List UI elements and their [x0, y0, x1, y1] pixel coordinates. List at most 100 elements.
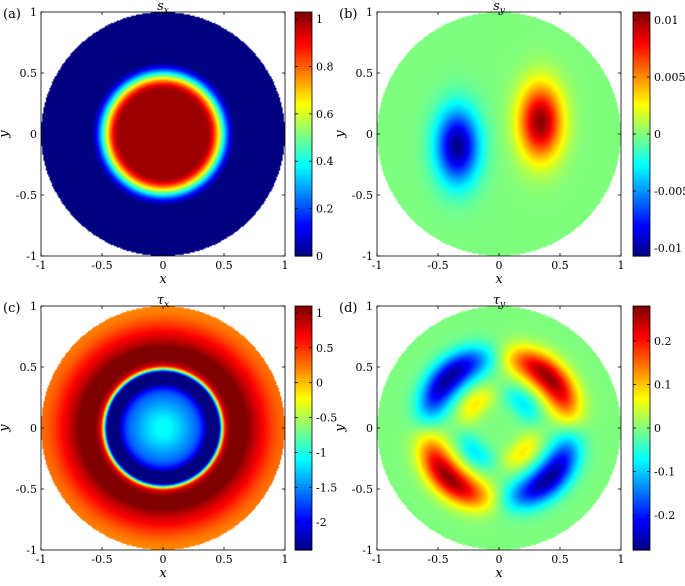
colorbar-segment — [295, 344, 312, 348]
colorbar-segment — [633, 456, 650, 460]
x-tick-label: -0.5 — [427, 553, 448, 566]
colorbar-segment — [295, 62, 312, 66]
panel-title: sx — [157, 0, 169, 16]
colorbar-segment — [295, 482, 312, 486]
colorbar-segment — [633, 101, 650, 105]
colorbar-segment — [633, 22, 650, 25]
colorbar-segment — [295, 249, 312, 253]
colorbar-segment — [295, 32, 312, 35]
colorbar-segment — [633, 38, 650, 42]
colorbar-segment — [633, 36, 650, 40]
colorbar-segment — [295, 205, 312, 208]
colorbar-segment — [633, 40, 650, 44]
colorbar-segment — [633, 537, 650, 541]
colorbar-segment — [295, 197, 312, 200]
x-tick-label: 1 — [282, 553, 289, 566]
colorbar-segment — [295, 385, 312, 388]
colorbar-segment — [633, 507, 650, 510]
colorbar-segment — [633, 103, 650, 107]
colorbar-segment — [633, 229, 650, 233]
colorbar-segment — [633, 444, 650, 447]
colorbar-segment — [295, 543, 312, 547]
colorbar-segment — [295, 174, 312, 178]
colorbar-tick-label: 0 — [654, 128, 661, 141]
colorbar-segment — [633, 209, 650, 212]
colorbar-segment — [295, 77, 312, 80]
colorbar-segment — [295, 362, 312, 366]
colorbar-segment — [295, 456, 312, 460]
colorbar-tick-label: -0.01 — [654, 242, 682, 255]
colorbar-segment — [633, 375, 650, 378]
colorbar-segment — [295, 58, 312, 62]
colorbar-tick-label: -0.1 — [654, 466, 675, 479]
y-axis-label: y — [0, 424, 12, 433]
colorbar-tick-label: 1 — [316, 307, 323, 320]
colorbar-segment — [295, 46, 312, 50]
colorbar-segment — [295, 316, 312, 319]
colorbar-segment — [633, 421, 650, 425]
colorbar-segment — [633, 249, 650, 253]
title-symbol: s — [157, 0, 164, 14]
colorbar-segment — [295, 89, 312, 92]
colorbar-segment — [633, 195, 650, 198]
colorbar-segment — [295, 497, 312, 500]
colorbar-segment — [295, 253, 312, 257]
colorbar-segment — [295, 495, 312, 498]
colorbar-segment — [295, 12, 312, 15]
colorbar-segment — [633, 495, 650, 498]
colorbar-segment — [295, 119, 312, 123]
colorbar-segment — [633, 460, 650, 464]
colorbar-segment — [633, 156, 650, 159]
colorbar-segment — [295, 525, 312, 529]
colorbar-segment — [295, 527, 312, 531]
colorbar-segment — [295, 474, 312, 478]
colorbar-segment — [295, 324, 312, 327]
colorbar-segment — [633, 60, 650, 64]
colorbar-segment — [633, 529, 650, 533]
colorbar-segment — [633, 381, 650, 384]
colorbar-segment — [295, 125, 312, 129]
colorbar-segment — [295, 491, 312, 494]
colorbar-segment — [633, 442, 650, 445]
colorbar-segment — [633, 75, 650, 78]
colorbar-segment — [295, 326, 312, 329]
colorbar-segment — [295, 199, 312, 202]
colorbar-segment — [295, 18, 312, 21]
y-tick-label: -0.5 — [352, 483, 373, 496]
colorbar-segment — [633, 371, 650, 374]
colorbar-segment — [633, 332, 650, 336]
colorbar-segment — [295, 415, 312, 419]
colorbar-segment — [295, 195, 312, 198]
colorbar-segment — [295, 537, 312, 541]
colorbar-segment — [295, 56, 312, 60]
colorbar-segment — [633, 531, 650, 535]
colorbar-segment — [295, 201, 312, 204]
colorbar-tick-label: 0.8 — [316, 60, 334, 73]
colorbar-segment — [633, 383, 650, 386]
colorbar-segment — [633, 54, 650, 58]
colorbar-segment — [633, 428, 650, 431]
colorbar-segment — [633, 393, 650, 397]
colorbar-segment — [633, 129, 650, 133]
colorbar-segment — [295, 454, 312, 458]
colorbar-segment — [633, 97, 650, 101]
y-tick-label: 0.5 — [356, 67, 374, 80]
colorbar-segment — [633, 533, 650, 537]
colorbar-segment — [295, 50, 312, 54]
colorbar-segment — [633, 478, 650, 482]
colorbar-segment — [295, 34, 312, 37]
colorbar-segment — [633, 182, 650, 186]
colorbar-segment — [295, 245, 312, 249]
colorbar-segment — [633, 308, 650, 311]
colorbar-segment — [295, 377, 312, 380]
colorbar-segment — [633, 379, 650, 382]
colorbar-segment — [633, 387, 650, 390]
colorbar-segment — [295, 489, 312, 492]
colorbar-segment — [633, 12, 650, 15]
colorbar-segment — [633, 513, 650, 517]
y-tick-label: 1 — [366, 300, 373, 313]
x-axis-label: x — [495, 272, 503, 287]
panel-title: τx — [157, 293, 169, 310]
colorbar-segment — [295, 375, 312, 378]
